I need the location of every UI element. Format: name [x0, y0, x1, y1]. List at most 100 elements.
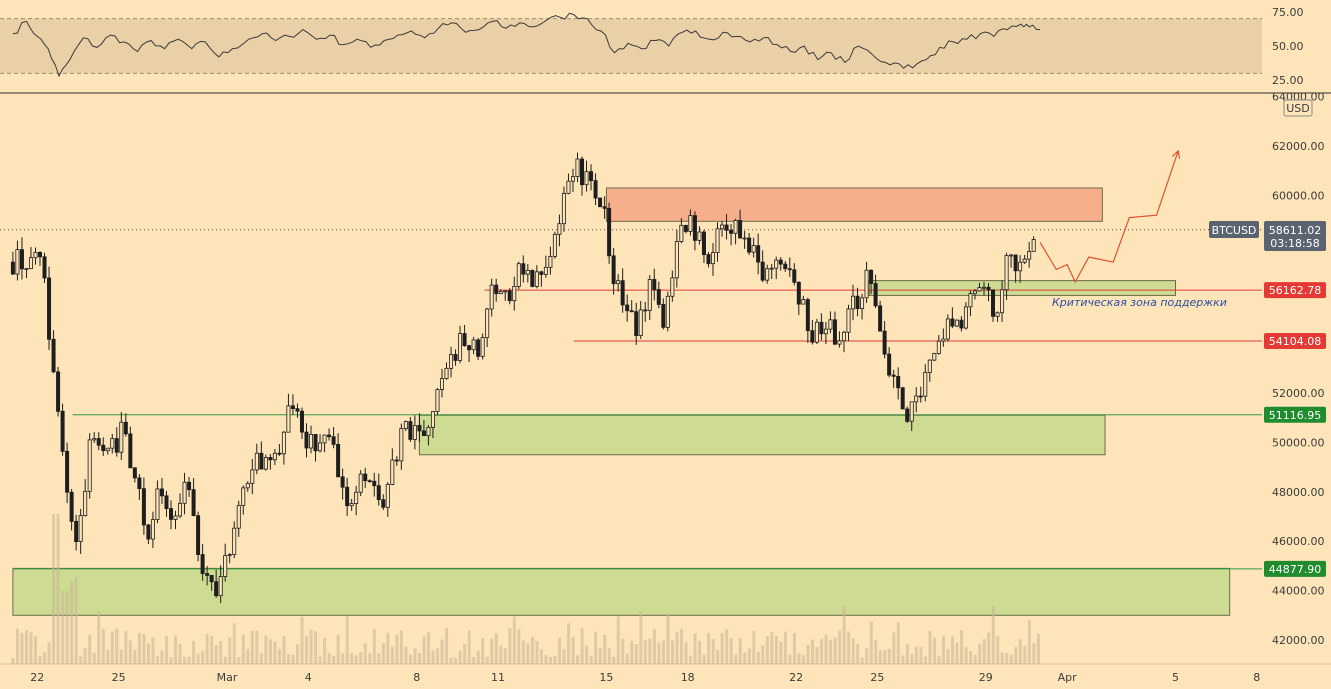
support-zone-2[interactable] — [418, 414, 1106, 456]
candle-body — [638, 309, 643, 336]
candle-body — [869, 269, 874, 284]
candle-body — [358, 473, 363, 493]
volume-bar — [616, 616, 620, 664]
candle-body — [286, 405, 291, 433]
volume-bar — [878, 650, 882, 664]
volume-bar — [1014, 647, 1018, 664]
volume-bar — [567, 623, 571, 664]
candle-body — [692, 215, 697, 241]
volume-bar — [838, 630, 842, 664]
candle-body — [290, 405, 295, 410]
candle-body — [168, 508, 173, 520]
candle-body — [1027, 251, 1032, 260]
candle-body — [950, 318, 955, 327]
support-zone-1[interactable] — [868, 280, 1177, 296]
volume-bar — [865, 648, 869, 664]
volume-bar — [562, 649, 566, 664]
candle-body — [259, 452, 264, 470]
candle-body — [598, 197, 603, 208]
volume-bar — [680, 628, 684, 664]
candle-body — [494, 284, 499, 295]
volume-bar — [535, 641, 539, 664]
volume-bar — [24, 630, 28, 664]
candle-body — [336, 443, 341, 478]
candle-body — [552, 233, 557, 257]
candle-body — [611, 255, 616, 285]
volume-bar — [29, 632, 33, 664]
volume-bar — [165, 636, 169, 664]
candle-body — [507, 290, 512, 302]
resistance-zone-0[interactable] — [605, 187, 1103, 222]
projection-path[interactable] — [1039, 150, 1179, 284]
price-tick-label: 46000.00 — [1272, 535, 1325, 548]
candle-body — [959, 319, 964, 329]
volume-bar — [761, 645, 765, 664]
volume-bar — [820, 639, 824, 664]
candle-body — [159, 488, 164, 497]
candle-body — [927, 359, 932, 373]
candle-body — [837, 340, 842, 345]
volume-bar — [770, 631, 774, 664]
candle-body — [164, 495, 169, 509]
volume-bar — [70, 581, 74, 664]
volume-bar — [657, 642, 661, 664]
volume-bar — [860, 657, 864, 664]
volume-bar — [634, 644, 638, 664]
candle-body — [882, 330, 887, 355]
candle-body — [467, 345, 472, 351]
volume-bar — [530, 636, 534, 664]
volume-bar — [544, 654, 548, 664]
volume-bar — [119, 649, 123, 664]
volume-bar — [336, 635, 340, 664]
volume-bar — [286, 654, 290, 664]
candle-body — [38, 251, 43, 258]
volume-bar — [553, 655, 557, 664]
candle-body — [439, 378, 444, 390]
candle-body — [69, 491, 74, 522]
symbol-tag[interactable] — [1209, 221, 1259, 238]
volume-bar — [756, 651, 760, 664]
volume-bar — [539, 649, 543, 664]
price-tag-2 — [1264, 406, 1326, 423]
volume-bar — [47, 642, 51, 664]
volume-bar — [38, 655, 42, 664]
volume-bar — [508, 628, 512, 664]
candle-body — [981, 286, 986, 289]
time-tick-label: 11 — [491, 671, 505, 684]
volume-bar — [146, 643, 150, 664]
candle-body — [963, 306, 968, 329]
candle-body — [381, 499, 386, 508]
volume-bar — [969, 650, 973, 664]
currency-badge[interactable] — [1283, 99, 1313, 117]
candle-body — [977, 287, 982, 292]
candle-body — [896, 375, 901, 389]
candle-body — [1009, 254, 1014, 257]
candle-body — [114, 438, 119, 453]
volume-bar — [97, 611, 101, 664]
price-tick-label: 62000.00 — [1272, 140, 1325, 153]
volume-bar — [811, 639, 815, 664]
volume-bar — [101, 628, 105, 664]
candle-body — [968, 293, 973, 308]
volume-bar — [738, 638, 742, 664]
candle-body — [83, 490, 88, 516]
candle-body — [485, 308, 490, 338]
volume-bar — [942, 635, 946, 664]
volume-bar — [52, 514, 56, 664]
support-zone-3[interactable] — [12, 567, 1231, 616]
last-price-label: 58611.02 — [1269, 224, 1322, 237]
candle-body — [991, 289, 996, 317]
rsi-tick-label: 25.00 — [1272, 74, 1304, 87]
volume-bar — [792, 633, 796, 664]
candle-body — [390, 459, 395, 485]
volume-bar — [747, 648, 751, 664]
volume-bar — [991, 605, 995, 664]
volume-bar — [381, 643, 385, 664]
candle-body — [747, 237, 752, 253]
candle-body — [458, 333, 463, 361]
volume-bar — [1036, 633, 1040, 664]
candle-body — [241, 487, 246, 506]
price-tag-1 — [1264, 333, 1326, 350]
